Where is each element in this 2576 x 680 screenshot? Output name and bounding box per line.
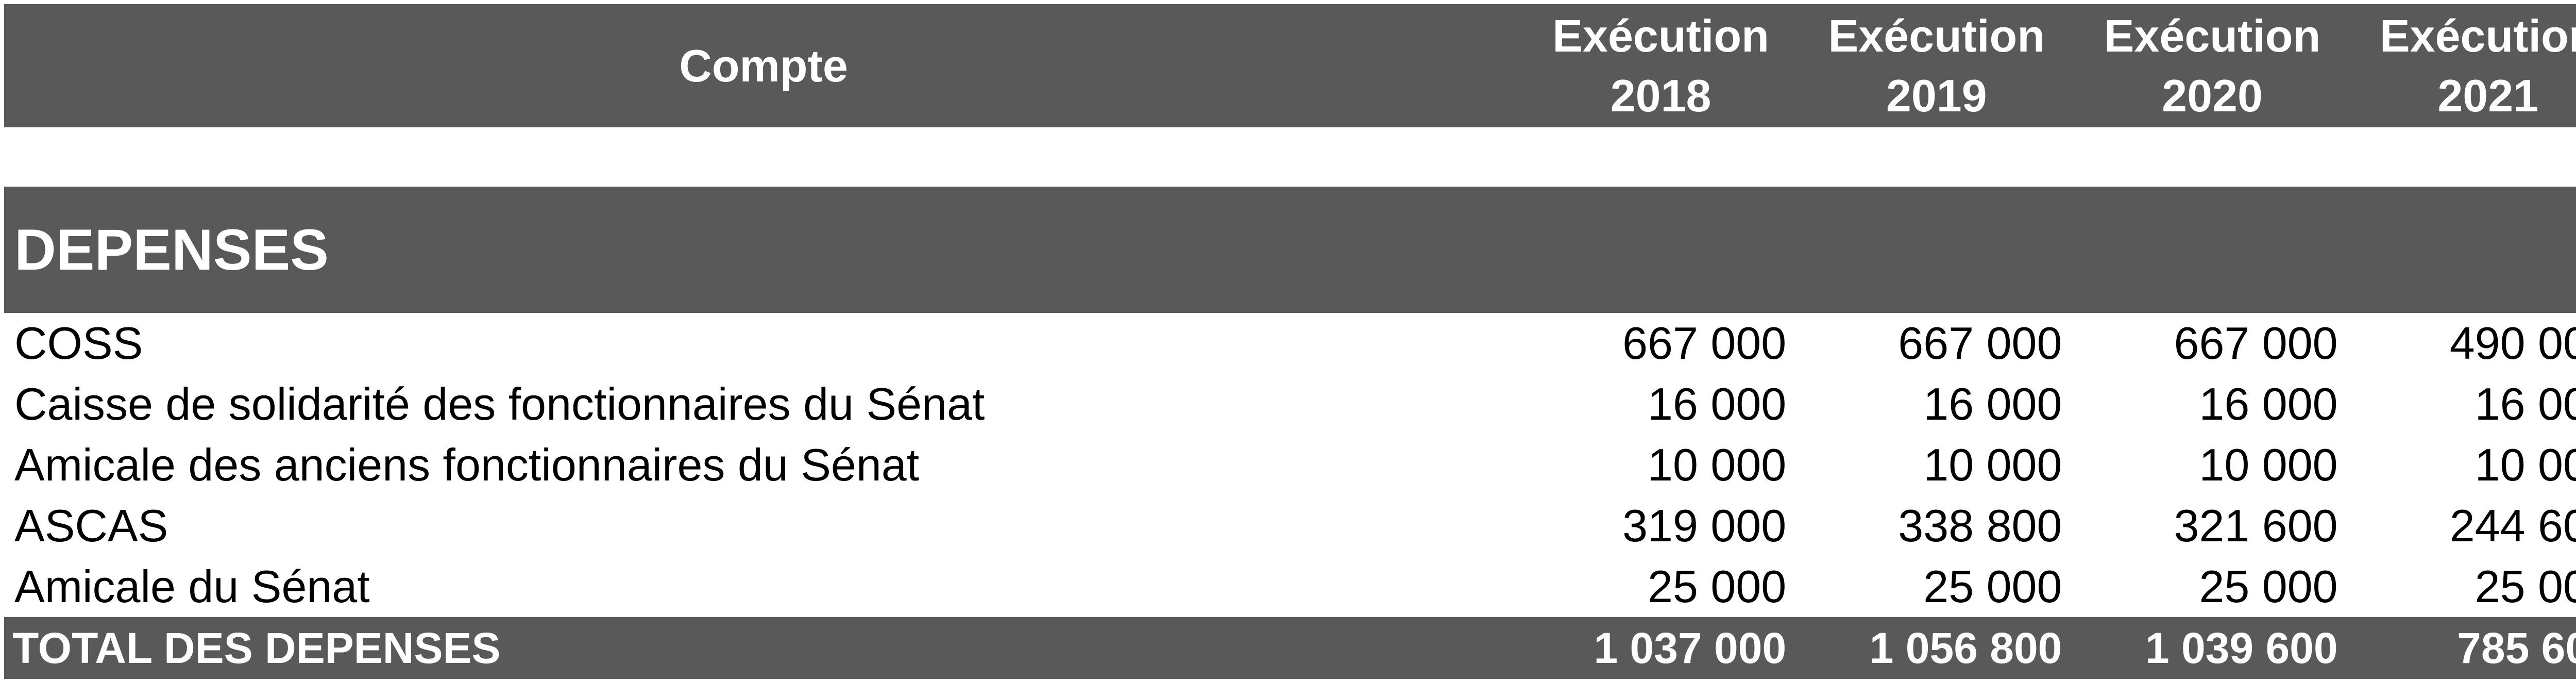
cell-value: 16 000: [1648, 378, 1787, 429]
cell-value: 667 000: [2174, 318, 2338, 369]
cell-value: 25 000: [2475, 561, 2576, 612]
total-value: 1 037 000: [1594, 623, 1787, 672]
cell-value: 321 600: [2174, 500, 2338, 551]
cell-value: 10 000: [2475, 439, 2576, 490]
table-row: Amicale des anciens fonctionnaires du Sé…: [4, 435, 2576, 495]
total-value: 1 039 600: [2145, 623, 2338, 672]
table-header-row: Compte Exécution 2018 Exécution 2019 Exé…: [4, 4, 2576, 127]
cell-value: 490 000: [2449, 318, 2576, 369]
header-cell-execution-2019: Exécution 2019: [1799, 4, 2074, 127]
table-row: Caisse de solidarité des fonctionnaires …: [4, 374, 2576, 435]
table-row: COSS 667 000 667 000 667 000 490 000 552…: [4, 313, 2576, 374]
table-body: COSS 667 000 667 000 667 000 490 000 552…: [4, 313, 2576, 617]
row-label: Caisse de solidarité des fonctionnaires …: [14, 378, 985, 429]
cell-value: 16 000: [2475, 378, 2576, 429]
cell-value: 667 000: [1622, 318, 1787, 369]
cell-value: 16 000: [2199, 378, 2338, 429]
cell-value: 10 000: [1923, 439, 2062, 490]
cell-value: 319 000: [1622, 500, 1787, 551]
cell-value: 25 000: [2199, 561, 2338, 612]
cell-value: 25 000: [1648, 561, 1787, 612]
row-label: Amicale du Sénat: [14, 561, 370, 612]
cell-value: 16 000: [1923, 378, 2062, 429]
header-cell-execution-2021: Exécution 2021: [2350, 4, 2576, 127]
section-title: DEPENSES: [14, 218, 329, 282]
cell-value: 25 000: [1923, 561, 2062, 612]
header-title: Exécution: [2104, 10, 2321, 61]
cell-value: 338 800: [1898, 500, 2062, 551]
table-row: Amicale du Sénat 25 000 25 000 25 000 25…: [4, 556, 2576, 617]
row-label: COSS: [14, 318, 143, 369]
row-label: Amicale des anciens fonctionnaires du Sé…: [14, 439, 920, 490]
cell-value: 667 000: [1898, 318, 2062, 369]
header-year: 2019: [1886, 70, 1987, 121]
row-label: ASCAS: [14, 500, 168, 551]
total-row: TOTAL DES DEPENSES 1 037 000 1 056 800 1…: [4, 617, 2576, 679]
header-year: 2021: [2437, 70, 2539, 121]
spacer-row: [0, 127, 2576, 187]
cell-value: 10 000: [1648, 439, 1787, 490]
total-label: TOTAL DES DEPENSES: [12, 623, 501, 672]
total-value: 1 056 800: [1869, 623, 2062, 672]
header-title: Exécution: [2379, 10, 2576, 61]
header-cell-execution-2018: Exécution 2018: [1523, 4, 1799, 127]
header-cell-compte: Compte: [679, 40, 848, 91]
cell-value: 10 000: [2199, 439, 2338, 490]
header-title: Exécution: [1552, 10, 1769, 61]
header-title: Exécution: [1828, 10, 2045, 61]
total-value: 785 600: [2457, 623, 2576, 672]
header-year: 2018: [1610, 70, 1711, 121]
header-year: 2020: [2162, 70, 2263, 121]
section-header-depenses: DEPENSES: [4, 187, 2576, 313]
header-cell-execution-2020: Exécution 2020: [2074, 4, 2350, 127]
cell-value: 244 600: [2449, 500, 2576, 551]
table-row: ASCAS 319 000 338 800 321 600 244 600 32…: [4, 495, 2576, 556]
